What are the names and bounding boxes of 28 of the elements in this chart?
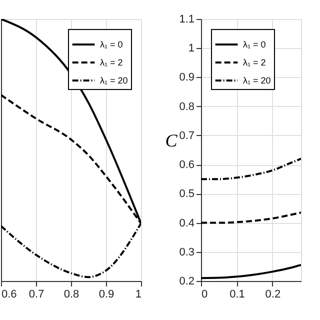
x-tick-label: 1: [135, 288, 142, 300]
x-tick-label: 0.7: [28, 288, 44, 300]
y-tick-label: 1: [188, 42, 194, 55]
legend-label: λ₁ = 0: [100, 40, 123, 50]
y-tick-label: 0.4: [179, 217, 194, 230]
x-tick-label: 0.2: [265, 288, 281, 300]
x-tick-label: 0.9: [98, 288, 114, 300]
line-series: [201, 264, 301, 280]
x-tick-label: 0.8: [64, 288, 80, 300]
y-tick-label: 0.3: [179, 246, 194, 258]
legend-label: λ₁ = 2: [243, 58, 266, 68]
x-tick-label: 0.1: [230, 288, 245, 300]
line-series: [201, 158, 301, 180]
y-axis-title: C: [165, 130, 178, 150]
y-tick-label: 0.9: [179, 72, 194, 84]
x-tick-label: 0.6: [2, 288, 17, 300]
legend-label: λ₁ = 2: [100, 58, 123, 68]
y-tick-label: 0.8: [179, 100, 194, 113]
legend-label: λ₁ = 0: [243, 40, 266, 50]
line-series: [201, 212, 301, 224]
y-tick-label: 0.5: [179, 188, 194, 200]
legend-label: λ₁ = 20: [100, 76, 128, 86]
y-tick-label: 0.2: [179, 276, 194, 288]
legend-label: λ₁ = 20: [243, 76, 271, 86]
x-tick-label: 0: [202, 288, 208, 300]
y-tick-label: 1.1: [179, 14, 194, 26]
y-tick-label: 0.7: [179, 130, 194, 142]
y-tick-label: 0.6: [179, 159, 194, 172]
